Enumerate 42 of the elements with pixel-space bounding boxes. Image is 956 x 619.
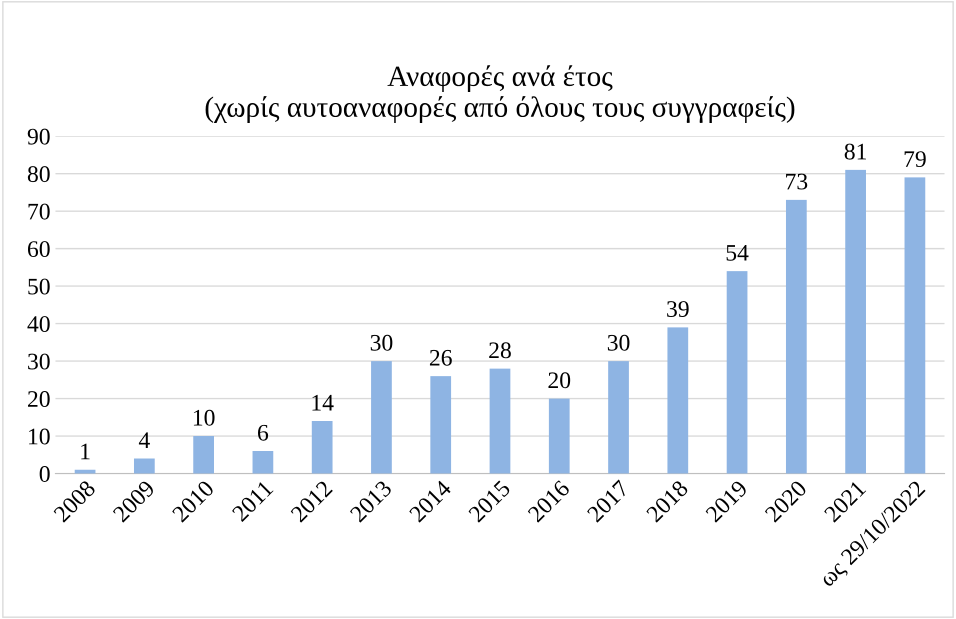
y-tick-label: 30 — [28, 354, 50, 370]
bar — [726, 271, 748, 474]
data-label: 79 — [904, 151, 926, 168]
data-label: 10 — [194, 410, 215, 426]
y-tick-label: 10 — [29, 428, 50, 444]
data-label: 26 — [430, 350, 452, 366]
data-label: 6 — [258, 424, 268, 441]
data-label: 28 — [489, 342, 511, 358]
x-tick-label: 2011 — [231, 480, 274, 522]
data-label: 1 — [81, 444, 90, 460]
y-tick-label: 80 — [28, 166, 50, 182]
data-label: 4 — [138, 432, 150, 448]
bar — [312, 421, 333, 474]
data-label: 30 — [370, 334, 392, 351]
data-label: 81 — [844, 144, 866, 160]
bar — [786, 200, 807, 474]
data-label: 14 — [312, 394, 334, 410]
bar — [252, 451, 274, 474]
bar — [134, 458, 155, 474]
bar — [845, 170, 866, 474]
bar — [548, 398, 570, 474]
data-label: 30 — [608, 334, 630, 351]
data-label: 54 — [726, 244, 749, 261]
bar — [74, 470, 96, 474]
data-label: 39 — [667, 301, 689, 317]
y-tick-label: 50 — [28, 278, 50, 295]
bar — [371, 361, 392, 474]
bar — [430, 376, 452, 474]
data-label: 73 — [786, 174, 808, 190]
y-tick-label: 60 — [28, 241, 50, 258]
bar — [490, 368, 510, 474]
bar — [667, 327, 688, 474]
bar — [193, 436, 214, 474]
y-tick-label: 70 — [28, 204, 50, 220]
bar — [904, 177, 926, 474]
data-label: 20 — [548, 372, 570, 388]
bar — [608, 361, 629, 474]
chart-title: Αναφορές ανά έτος (χωρίς αυτοαναφορές από όλους τους συγγραφείς) — [206, 65, 794, 123]
y-tick-label: 20 — [28, 391, 50, 407]
y-tick-label: 90 — [28, 128, 50, 145]
y-tick-label: 40 — [27, 316, 50, 332]
y-tick-label: 0 — [40, 466, 50, 482]
